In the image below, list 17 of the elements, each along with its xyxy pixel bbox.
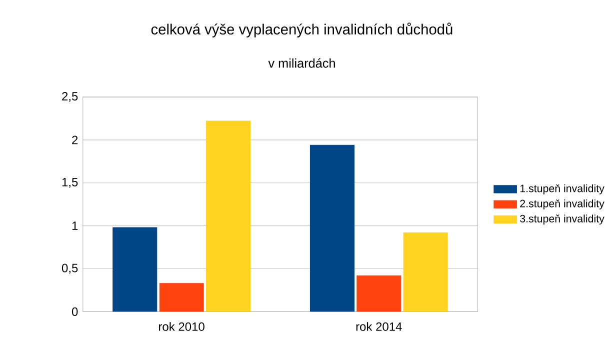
y-tick-label: 2,5 (62, 92, 78, 102)
legend-label: 3.stupeň invalidity (520, 214, 604, 225)
chart-title: celková výše vyplacených invalidních důchodů (151, 22, 452, 38)
bar (310, 144, 354, 312)
bar (112, 227, 158, 312)
y-tick-label: 0 (72, 307, 78, 316)
legend-label: 2.stupeň invalidity (520, 199, 604, 210)
bar (356, 275, 402, 312)
bar (159, 283, 204, 312)
y-tick-label: 1,5 (62, 178, 78, 188)
y-tick-label: 0,5 (62, 264, 78, 274)
chart-subtitle: v miliardách (268, 58, 335, 68)
y-tick-label: 1 (72, 222, 78, 230)
legend-label: 1.stupeň invalidity (520, 184, 604, 194)
x-tick-label: rok 2014 (356, 322, 402, 331)
x-tick-label: rok 2010 (158, 322, 204, 331)
y-tick-label: 2 (72, 136, 78, 144)
